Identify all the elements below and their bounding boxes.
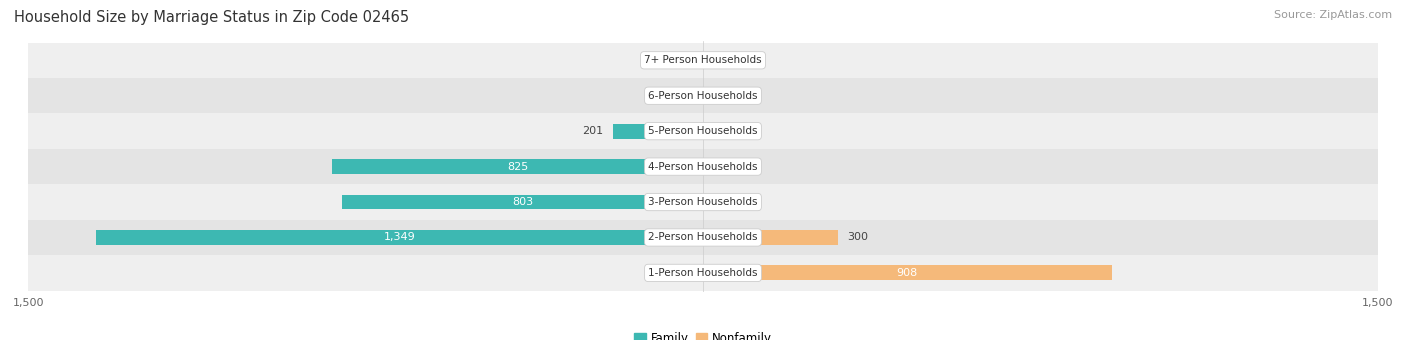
Text: 6-Person Households: 6-Person Households (648, 91, 758, 101)
Text: 825: 825 (506, 162, 529, 172)
Bar (332, 159, 703, 174)
Text: 0: 0 (740, 91, 747, 101)
Bar (703, 159, 730, 174)
Legend: Family, Nonfamily: Family, Nonfamily (630, 327, 776, 340)
Text: Source: ZipAtlas.com: Source: ZipAtlas.com (1274, 10, 1392, 20)
Bar (28, 114, 1378, 149)
Bar (28, 220, 1378, 255)
Text: 908: 908 (897, 268, 918, 278)
Bar (686, 88, 703, 103)
Text: 0: 0 (740, 55, 747, 65)
Text: 1-Person Households: 1-Person Households (648, 268, 758, 278)
Bar (28, 42, 1378, 78)
Text: 0: 0 (740, 126, 747, 136)
Text: 7+ Person Households: 7+ Person Households (644, 55, 762, 65)
Bar (703, 230, 838, 245)
Text: 22: 22 (669, 55, 685, 65)
Bar (703, 266, 1112, 280)
Bar (342, 194, 703, 209)
Text: Household Size by Marriage Status in Zip Code 02465: Household Size by Marriage Status in Zip… (14, 10, 409, 25)
Bar (703, 124, 730, 139)
Bar (28, 255, 1378, 291)
Bar (703, 53, 730, 68)
Text: 1,349: 1,349 (384, 233, 415, 242)
Text: 5-Person Households: 5-Person Households (648, 126, 758, 136)
Bar (28, 78, 1378, 114)
Bar (703, 194, 735, 209)
Text: 803: 803 (512, 197, 533, 207)
Bar (96, 230, 703, 245)
Bar (693, 53, 703, 68)
Bar (703, 88, 730, 103)
Bar (613, 124, 703, 139)
Text: 300: 300 (846, 233, 868, 242)
Text: 71: 71 (744, 197, 758, 207)
Text: 0: 0 (740, 162, 747, 172)
Bar (28, 184, 1378, 220)
Text: 2-Person Households: 2-Person Households (648, 233, 758, 242)
Text: 4-Person Households: 4-Person Households (648, 162, 758, 172)
Text: 201: 201 (582, 126, 603, 136)
Bar (28, 149, 1378, 184)
Text: 3-Person Households: 3-Person Households (648, 197, 758, 207)
Text: 39: 39 (662, 91, 676, 101)
